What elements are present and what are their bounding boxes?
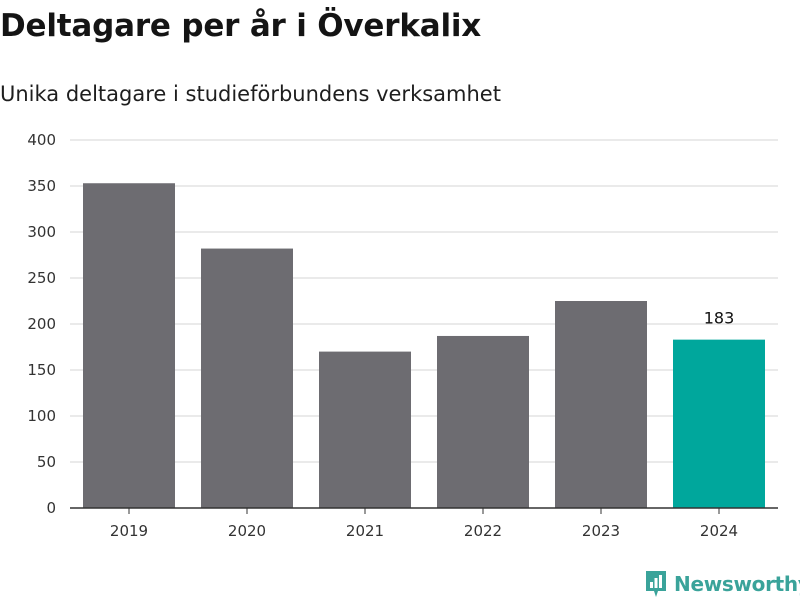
- bar-2022: [437, 335, 529, 508]
- chart-title: Deltagare per år i Överkalix: [0, 8, 482, 44]
- y-tick-label: 100: [27, 407, 56, 425]
- bar-2023: [555, 301, 647, 508]
- x-tick-label: 2023: [582, 522, 620, 540]
- y-tick-label: 150: [27, 361, 56, 379]
- y-tick-label: 50: [37, 453, 56, 471]
- chart-subtitle: Unika deltagare i studieförbundens verks…: [0, 82, 501, 106]
- x-tick-label: 2019: [110, 522, 148, 540]
- x-tick-label: 2022: [464, 522, 502, 540]
- y-tick-label: 0: [46, 499, 56, 517]
- y-tick-label: 200: [27, 315, 56, 333]
- y-tick-label: 300: [27, 223, 56, 241]
- data-label: 183: [704, 309, 735, 328]
- y-tick-label: 350: [27, 177, 56, 195]
- brand-name: Newsworthy: [674, 572, 800, 596]
- bar-2020: [201, 248, 293, 508]
- bar-2019: [83, 183, 175, 509]
- x-tick-label: 2024: [700, 522, 738, 540]
- x-tick-label: 2021: [346, 522, 384, 540]
- y-tick-label: 400: [27, 131, 56, 149]
- brand-logo: Newsworthy: [644, 567, 800, 601]
- bar-2024: [673, 339, 765, 508]
- x-tick-label: 2020: [228, 522, 266, 540]
- y-tick-label: 250: [27, 269, 56, 287]
- bar-2021: [319, 351, 411, 508]
- newsworthy-logo-icon: [646, 571, 666, 597]
